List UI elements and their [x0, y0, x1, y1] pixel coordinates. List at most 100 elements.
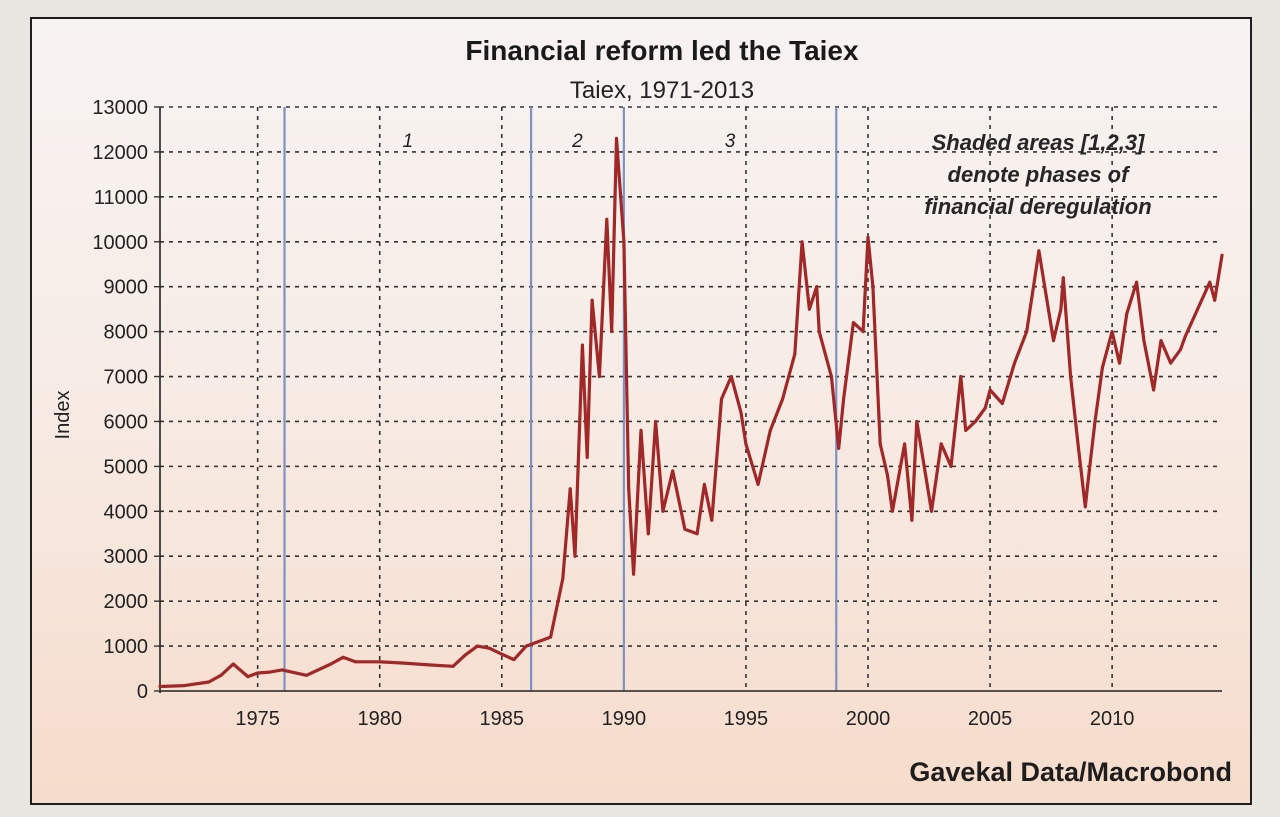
data-point	[610, 330, 614, 334]
data-point	[768, 428, 772, 432]
data-point	[1135, 280, 1139, 284]
data-point	[851, 321, 855, 325]
data-point	[800, 240, 804, 244]
annotation-line-2: denote phases of	[948, 162, 1132, 187]
data-point	[1069, 375, 1073, 378]
x-tick-label: 1980	[357, 708, 402, 730]
data-point	[866, 235, 870, 239]
data-point	[1179, 348, 1182, 352]
y-tick-label: 6000	[104, 411, 149, 433]
data-point	[568, 487, 572, 491]
data-point	[973, 420, 977, 423]
phase-boundaries	[283, 107, 838, 691]
data-point	[842, 397, 846, 401]
data-point	[1061, 276, 1065, 280]
data-point	[280, 668, 284, 672]
y-tick-label: 13000	[92, 97, 148, 119]
data-point	[683, 527, 687, 531]
data-point	[1196, 307, 1200, 311]
data-point	[949, 464, 953, 468]
data-point	[158, 685, 162, 688]
annotation-line-3: financial deregulation	[924, 194, 1151, 219]
data-point	[615, 136, 618, 140]
data-point	[817, 330, 821, 334]
data-point	[1169, 361, 1173, 365]
data-point	[524, 644, 528, 648]
data-point	[268, 670, 272, 674]
phase-label: 1	[403, 131, 414, 152]
data-point	[549, 635, 553, 639]
data-point	[605, 217, 609, 221]
y-tick-label: 10000	[92, 232, 148, 254]
data-point	[695, 532, 699, 536]
data-point	[903, 442, 907, 446]
data-point	[512, 658, 516, 662]
chart-svg: Financial reform led the Taiex Taiex, 19…	[52, 35, 1232, 787]
data-point	[861, 330, 865, 334]
data-point	[246, 675, 250, 679]
data-point	[815, 285, 819, 289]
data-point	[427, 663, 431, 667]
data-point	[871, 285, 875, 289]
data-point	[756, 482, 760, 486]
data-point	[661, 509, 665, 513]
data-point	[1059, 307, 1063, 311]
x-tick-label: 1995	[724, 708, 769, 730]
data-point	[886, 473, 889, 477]
y-tick-label: 4000	[104, 501, 149, 523]
data-point	[915, 420, 919, 423]
data-point	[910, 518, 914, 522]
y-tick-label: 1000	[104, 636, 149, 658]
data-point	[720, 397, 723, 401]
data-point	[829, 375, 833, 378]
data-point	[807, 307, 811, 311]
data-point	[983, 406, 987, 410]
data-point	[837, 446, 841, 450]
data-point	[1152, 388, 1156, 392]
data-point	[930, 509, 933, 513]
data-point	[646, 532, 650, 536]
x-tick-label: 2005	[968, 708, 1013, 730]
data-point	[964, 428, 968, 432]
data-point	[451, 664, 455, 668]
chart-title: Financial reform led the Taiex	[465, 35, 859, 66]
data-point	[585, 455, 589, 459]
series-group	[158, 136, 1224, 689]
data-point	[219, 673, 223, 677]
x-tick-label: 2010	[1090, 708, 1135, 730]
data-point	[1208, 280, 1212, 284]
data-point	[1110, 330, 1114, 334]
data-point	[710, 518, 714, 522]
data-point	[939, 442, 943, 446]
data-point	[1083, 505, 1087, 509]
data-point	[1142, 339, 1146, 343]
data-point	[622, 240, 626, 244]
data-point	[1213, 298, 1217, 302]
y-tick-label: 2000	[104, 591, 149, 613]
data-point	[729, 375, 733, 378]
data-point	[959, 375, 963, 378]
data-point	[378, 660, 382, 664]
data-point	[1037, 249, 1041, 253]
data-point	[1025, 330, 1029, 334]
y-axis-label: Index	[52, 391, 74, 440]
data-point	[627, 487, 631, 491]
x-tick-label: 2000	[846, 708, 891, 730]
data-point	[890, 509, 894, 513]
chart-subtitle: Taiex, 1971-2013	[570, 77, 754, 104]
data-point	[1125, 312, 1129, 316]
data-point	[207, 680, 211, 684]
y-axis-ticks: 0 1000 2000 3000 4000 5000 6000 7000 8000 9000 100…	[92, 97, 160, 703]
source-credit: Gavekal Data/Macrobond	[909, 757, 1232, 787]
y-tick-label: 7000	[104, 367, 149, 389]
data-point	[922, 464, 926, 468]
data-point	[463, 653, 467, 657]
data-point	[341, 655, 345, 659]
x-axis-ticks: 1975 1980 1985 1990 1995 2000 2005 2010	[235, 708, 1134, 730]
data-point	[182, 684, 186, 688]
phase-label: 3	[725, 131, 736, 152]
data-point	[781, 397, 785, 401]
data-point	[1183, 334, 1187, 338]
data-point	[1086, 482, 1090, 486]
data-point	[744, 442, 748, 446]
